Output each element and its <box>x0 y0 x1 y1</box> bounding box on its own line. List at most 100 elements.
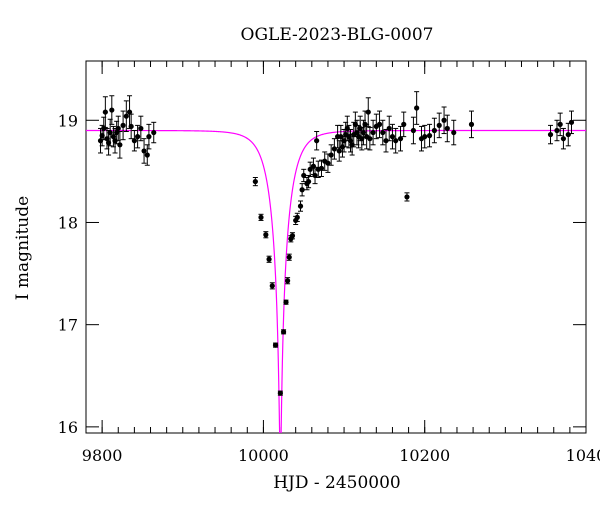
data-point <box>336 140 342 162</box>
x-tick-label: 9800 <box>82 446 123 465</box>
data-marker <box>272 342 279 348</box>
data-marker <box>386 125 392 132</box>
data-marker <box>325 160 331 166</box>
data-point <box>370 119 376 146</box>
data-marker <box>441 117 447 123</box>
data-marker <box>331 146 337 152</box>
data-marker <box>120 122 126 128</box>
data-point <box>305 174 312 189</box>
data-marker <box>414 105 420 111</box>
data-marker <box>107 129 113 136</box>
data-marker <box>426 133 433 139</box>
data-point <box>138 115 144 142</box>
data-marker <box>266 256 272 262</box>
data-marker <box>365 109 371 115</box>
data-point <box>386 115 392 142</box>
data-marker <box>141 148 147 154</box>
data-point <box>436 112 442 139</box>
data-point <box>120 110 126 141</box>
data-marker <box>102 109 108 115</box>
data-point <box>422 124 428 149</box>
data-marker <box>336 148 342 154</box>
data-marker <box>565 131 571 138</box>
data-marker <box>146 134 152 140</box>
data-marker <box>389 134 396 140</box>
data-point <box>141 138 147 164</box>
data-point <box>380 119 386 146</box>
data-point <box>117 131 123 159</box>
data-point <box>285 277 291 285</box>
data-point <box>128 113 134 140</box>
data-point <box>266 255 272 263</box>
data-marker <box>109 107 115 113</box>
data-point <box>547 124 554 145</box>
data-marker <box>370 129 376 136</box>
data-point <box>151 121 157 144</box>
data-point <box>109 95 115 125</box>
chart-title: OGLE-2023-BLG-0007 <box>241 25 434 45</box>
plot-frame <box>85 60 587 434</box>
data-marker <box>397 136 404 142</box>
data-point <box>107 118 113 147</box>
data-marker <box>117 142 123 148</box>
data-point <box>404 192 410 202</box>
data-point <box>328 144 334 166</box>
data-point <box>426 123 433 148</box>
data-point <box>401 111 407 138</box>
data-marker <box>328 152 334 158</box>
data-marker <box>289 233 296 239</box>
data-point <box>135 124 141 149</box>
data-marker <box>307 166 313 172</box>
data-marker <box>367 136 373 142</box>
data-marker <box>151 129 157 136</box>
data-marker <box>410 127 417 134</box>
x-tick-label: 10000 <box>238 446 289 465</box>
data-point <box>307 161 313 177</box>
data-marker <box>383 138 389 144</box>
data-point <box>383 128 389 153</box>
tick-labels: 9800 10000 10200 1040 16 17 18 19 <box>58 111 600 465</box>
data-point <box>301 168 307 183</box>
data-marker <box>115 125 121 132</box>
data-point <box>252 177 258 187</box>
y-tick-label: 19 <box>58 111 78 130</box>
data-marker <box>568 119 575 125</box>
data-marker <box>144 152 150 158</box>
y-tick-label: 17 <box>58 316 78 335</box>
data-point <box>131 129 137 152</box>
data-point <box>468 110 475 139</box>
model-curve <box>86 129 586 433</box>
data-point <box>318 159 325 177</box>
data-point <box>286 253 292 261</box>
data-marker <box>297 203 304 209</box>
y-tick-label: 16 <box>58 418 78 437</box>
data-marker <box>431 127 437 134</box>
data-marker <box>314 138 320 144</box>
data-point <box>123 100 129 133</box>
data-point <box>565 122 571 147</box>
data-point <box>451 119 457 146</box>
y-axis-label: I magnitude <box>13 196 33 300</box>
data-point <box>272 342 279 348</box>
axis-ticks <box>85 61 587 433</box>
data-marker <box>299 187 305 193</box>
data-point <box>365 97 371 127</box>
data-point <box>299 183 305 197</box>
data-point <box>269 282 275 290</box>
data-point <box>102 96 108 128</box>
data-marker <box>468 121 475 127</box>
plot-area <box>86 91 586 433</box>
data-point <box>557 112 563 137</box>
data-point <box>115 115 121 142</box>
data-marker <box>277 390 283 396</box>
data-marker <box>557 121 563 127</box>
data-marker <box>376 121 383 127</box>
data-marker <box>123 113 129 119</box>
data-marker <box>269 283 275 289</box>
data-marker <box>422 134 428 140</box>
data-point <box>376 110 383 139</box>
data-point <box>280 329 287 335</box>
data-point <box>568 110 575 135</box>
data-marker <box>285 278 291 284</box>
data-point <box>389 123 396 150</box>
